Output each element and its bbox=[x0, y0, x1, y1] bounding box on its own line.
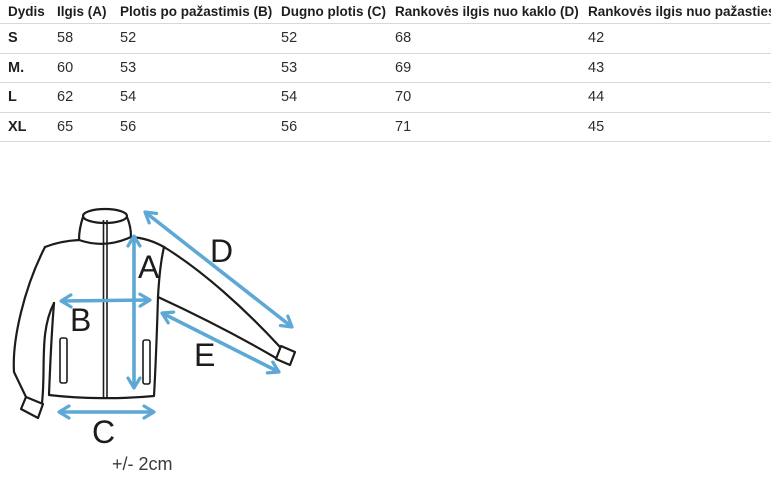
right-shoulder bbox=[129, 235, 166, 249]
size-table-header-row: Dydis Ilgis (A) Plotis po pažastimis (B)… bbox=[0, 0, 771, 24]
cell-value: 56 bbox=[112, 112, 273, 142]
column-header-sleeve-neck-d: Rankovės ilgis nuo kaklo (D) bbox=[387, 0, 580, 24]
arrow-b-chest-width bbox=[59, 292, 152, 309]
cell-size: M. bbox=[0, 53, 49, 83]
collar-right-edge bbox=[125, 215, 133, 239]
collar-opening bbox=[81, 207, 129, 225]
cell-value: 71 bbox=[387, 112, 580, 142]
cell-value: 70 bbox=[387, 82, 580, 113]
measurement-label-b: B bbox=[70, 302, 91, 338]
table-row-xl: XL 65 56 56 71 45 bbox=[0, 112, 771, 142]
size-table: Dydis Ilgis (A) Plotis po pažastimis (B)… bbox=[0, 0, 771, 142]
column-header-bottom-width-c: Dugno plotis (C) bbox=[273, 0, 387, 24]
column-header-length-a: Ilgis (A) bbox=[49, 0, 112, 24]
arrow-e-sleeve-from-armpit bbox=[160, 310, 281, 375]
cell-value: 52 bbox=[112, 23, 273, 54]
measurement-label-d: D bbox=[210, 233, 233, 269]
column-header-chest-width-b: Plotis po pažastimis (B) bbox=[112, 0, 273, 24]
table-row-s: S 58 52 52 68 42 bbox=[0, 23, 771, 54]
measurement-label-e: E bbox=[194, 337, 215, 373]
cell-value: 58 bbox=[49, 23, 112, 54]
cell-value: 54 bbox=[273, 82, 387, 113]
cell-value: 44 bbox=[580, 82, 771, 113]
left-cuff bbox=[19, 395, 45, 420]
cell-value: 42 bbox=[580, 23, 771, 54]
cell-value: 69 bbox=[387, 53, 580, 83]
cell-value: 53 bbox=[112, 53, 273, 83]
cell-value: 53 bbox=[273, 53, 387, 83]
tolerance-note: +/- 2cm bbox=[112, 454, 173, 474]
table-row-l: L 62 54 54 70 44 bbox=[0, 82, 771, 113]
column-header-sleeve-armpit-e: Rankovės ilgis nuo pažasties (E) bbox=[580, 0, 771, 24]
cell-size: XL bbox=[0, 112, 49, 142]
right-pocket bbox=[142, 339, 151, 385]
table-row-m: M. 60 53 53 69 43 bbox=[0, 53, 771, 83]
left-sleeve-inner bbox=[40, 301, 56, 405]
measurement-arrows bbox=[57, 210, 294, 420]
cell-value: 52 bbox=[273, 23, 387, 54]
cell-size: S bbox=[0, 23, 49, 54]
left-sleeve-outer bbox=[12, 245, 47, 399]
left-shoulder bbox=[43, 238, 81, 249]
left-pocket bbox=[59, 337, 68, 384]
cell-value: 56 bbox=[273, 112, 387, 142]
arrow-d-sleeve-from-neck bbox=[143, 210, 294, 329]
cell-value: 45 bbox=[580, 112, 771, 142]
zipper bbox=[102, 220, 108, 397]
cell-value: 62 bbox=[49, 82, 112, 113]
measurement-label-a: A bbox=[138, 249, 160, 285]
collar-left-edge bbox=[77, 215, 85, 242]
cell-value: 54 bbox=[112, 82, 273, 113]
column-header-size: Dydis bbox=[0, 0, 49, 24]
cell-value: 60 bbox=[49, 53, 112, 83]
collar-bottom-seam bbox=[77, 235, 133, 245]
cell-size: L bbox=[0, 82, 49, 113]
cell-value: 43 bbox=[580, 53, 771, 83]
right-sleeve-lower bbox=[156, 295, 278, 360]
jacket-illustration bbox=[12, 207, 297, 420]
cell-value: 68 bbox=[387, 23, 580, 54]
cell-value: 65 bbox=[49, 112, 112, 142]
right-cuff bbox=[274, 344, 297, 367]
measurement-label-c: C bbox=[92, 414, 115, 450]
